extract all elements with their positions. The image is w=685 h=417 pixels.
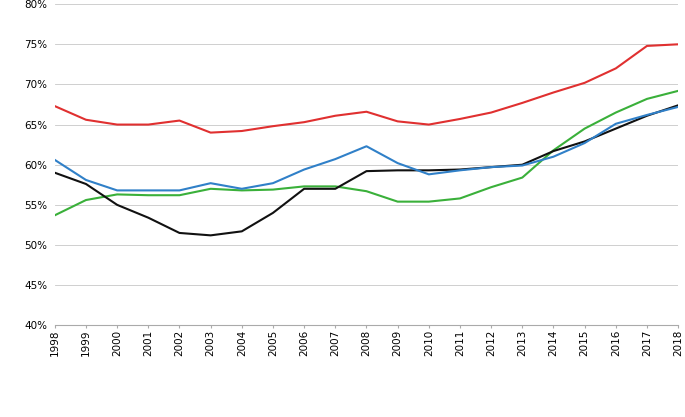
Line: Hungary: Hungary — [55, 91, 678, 215]
Czechia — [581, 80, 589, 85]
Hungary — [332, 184, 340, 189]
Poland — [456, 167, 464, 172]
Hungary — [207, 186, 215, 191]
Hungary — [51, 213, 59, 218]
Hungary — [82, 198, 90, 203]
Hungary — [238, 188, 246, 193]
Czechia — [518, 100, 526, 106]
Poland — [82, 181, 90, 186]
Poland — [145, 215, 153, 220]
Slovakia — [145, 188, 153, 193]
Poland — [51, 170, 59, 175]
Slovakia — [269, 181, 277, 186]
Slovakia — [518, 163, 526, 168]
Hungary — [145, 193, 153, 198]
Hungary — [269, 187, 277, 192]
Czechia — [51, 103, 59, 108]
Slovakia — [549, 154, 558, 159]
Hungary — [113, 192, 121, 197]
Czechia — [175, 118, 184, 123]
Hungary — [549, 148, 558, 153]
Czechia — [643, 43, 651, 48]
Slovakia — [487, 165, 495, 170]
Poland — [549, 148, 558, 153]
Slovakia — [425, 172, 433, 177]
Poland — [175, 231, 184, 236]
Czechia — [269, 124, 277, 129]
Hungary — [425, 199, 433, 204]
Slovakia — [207, 181, 215, 186]
Poland — [300, 186, 308, 191]
Hungary — [518, 175, 526, 180]
Czechia — [487, 110, 495, 115]
Slovakia — [674, 104, 682, 109]
Poland — [362, 168, 371, 173]
Slovakia — [113, 188, 121, 193]
Line: Poland: Poland — [55, 106, 678, 235]
Czechia — [300, 120, 308, 125]
Poland — [518, 162, 526, 167]
Slovakia — [238, 186, 246, 191]
Czechia — [612, 66, 620, 71]
Hungary — [487, 185, 495, 190]
Poland — [612, 126, 620, 131]
Hungary — [394, 199, 402, 204]
Czechia — [456, 116, 464, 121]
Poland — [113, 202, 121, 207]
Czechia — [207, 130, 215, 135]
Poland — [643, 113, 651, 118]
Hungary — [300, 184, 308, 189]
Poland — [425, 168, 433, 173]
Czechia — [674, 42, 682, 47]
Czechia — [394, 119, 402, 124]
Poland — [487, 165, 495, 170]
Czechia — [549, 90, 558, 95]
Slovakia — [82, 178, 90, 183]
Slovakia — [175, 188, 184, 193]
Slovakia — [643, 113, 651, 118]
Line: Slovakia: Slovakia — [55, 107, 678, 191]
Slovakia — [300, 167, 308, 172]
Hungary — [612, 110, 620, 115]
Czechia — [238, 128, 246, 133]
Slovakia — [612, 121, 620, 126]
Poland — [394, 168, 402, 173]
Poland — [269, 210, 277, 215]
Poland — [332, 186, 340, 191]
Slovakia — [51, 157, 59, 162]
Slovakia — [456, 168, 464, 173]
Poland — [207, 233, 215, 238]
Slovakia — [332, 157, 340, 162]
Czechia — [82, 117, 90, 122]
Slovakia — [362, 144, 371, 149]
Poland — [238, 229, 246, 234]
Czechia — [362, 109, 371, 114]
Czechia — [425, 122, 433, 127]
Hungary — [362, 189, 371, 194]
Hungary — [175, 193, 184, 198]
Czechia — [113, 122, 121, 127]
Line: Czechia: Czechia — [55, 44, 678, 133]
Hungary — [456, 196, 464, 201]
Slovakia — [581, 141, 589, 146]
Hungary — [674, 88, 682, 93]
Slovakia — [394, 161, 402, 166]
Czechia — [332, 113, 340, 118]
Hungary — [643, 96, 651, 101]
Poland — [674, 103, 682, 108]
Czechia — [145, 122, 153, 127]
Hungary — [581, 126, 589, 131]
Poland — [581, 139, 589, 144]
